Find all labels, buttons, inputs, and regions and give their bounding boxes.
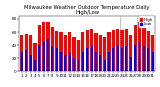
Bar (38, 25, 41, 71)
Bar (38, 45, 40, 71)
Bar (129, 35, 132, 71)
Bar (20, 35, 24, 71)
Bar (51, 27, 54, 71)
Bar (143, 46, 145, 71)
Bar (99, 55, 101, 71)
Bar (91, 46, 92, 71)
Bar (68, 32, 71, 71)
Bar (64, 55, 66, 71)
Bar (130, 57, 132, 71)
Bar (25, 50, 27, 71)
Bar (151, 35, 154, 71)
Bar (77, 40, 80, 71)
Bar (34, 60, 36, 71)
Bar (103, 37, 106, 71)
Bar (142, 27, 145, 71)
Bar (95, 52, 97, 71)
Bar (112, 30, 115, 71)
Bar (46, 22, 50, 71)
Bar (86, 30, 89, 71)
Bar (43, 42, 45, 71)
Bar (139, 42, 140, 71)
Bar (147, 48, 149, 71)
Bar (138, 22, 141, 71)
Bar (64, 35, 67, 71)
Bar (47, 39, 49, 71)
Bar (152, 52, 154, 71)
Legend: High, Low: High, Low (139, 17, 154, 28)
Bar (90, 29, 93, 71)
Bar (94, 33, 98, 71)
Bar (86, 48, 88, 71)
Bar (56, 48, 58, 71)
Bar (99, 35, 102, 71)
Bar (121, 48, 123, 71)
Bar (133, 25, 137, 71)
Bar (125, 29, 128, 71)
Bar (116, 29, 119, 71)
Bar (82, 52, 84, 71)
Bar (120, 30, 124, 71)
Bar (77, 60, 80, 71)
Bar (69, 53, 71, 71)
Bar (112, 48, 114, 71)
Bar (81, 32, 84, 71)
Bar (72, 37, 76, 71)
Bar (42, 22, 45, 71)
Bar (21, 52, 23, 71)
Bar (107, 32, 111, 71)
Bar (117, 46, 119, 71)
Bar (24, 34, 28, 71)
Bar (73, 58, 75, 71)
Bar (60, 52, 62, 71)
Bar (108, 52, 110, 71)
Bar (147, 31, 150, 71)
Bar (125, 46, 127, 71)
Bar (55, 31, 58, 71)
Bar (59, 32, 63, 71)
Title: Milwaukee Weather Outdoor Temperature Daily High/Low: Milwaukee Weather Outdoor Temperature Da… (24, 5, 150, 15)
Bar (104, 60, 106, 71)
Bar (51, 46, 53, 71)
Bar (33, 43, 36, 71)
Bar (29, 35, 32, 71)
Bar (134, 45, 136, 71)
Bar (30, 55, 32, 71)
